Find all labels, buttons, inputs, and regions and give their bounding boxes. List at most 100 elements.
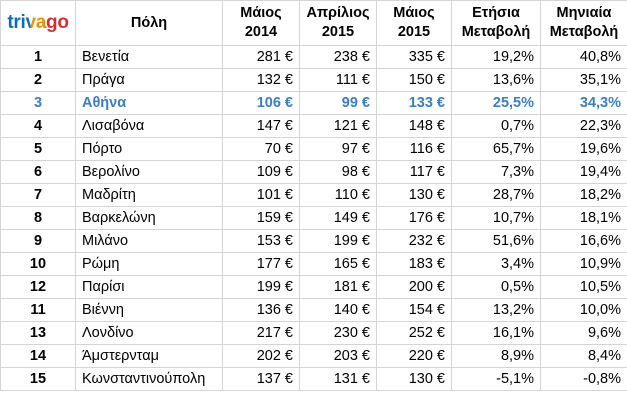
annual-change: 16,1%	[451, 321, 541, 345]
price-may-2015: 232 €	[376, 229, 452, 253]
price-may-2015: 252 €	[376, 321, 452, 345]
price-may-2014: 136 €	[222, 298, 300, 322]
rank: 1	[0, 45, 76, 69]
monthly-change: 19,6%	[540, 137, 627, 161]
rank: 9	[0, 229, 76, 253]
table-row: 10 Ρώμη 177 €165 €183 €3,4% 10,9%	[0, 252, 627, 276]
header-line: Μάιος	[393, 5, 435, 21]
annual-change: 7,3%	[451, 160, 541, 184]
monthly-change: 22,3%	[540, 114, 627, 138]
price-may-2015: 130 €	[376, 367, 452, 391]
price-may-2015: 335 €	[376, 45, 452, 69]
monthly-change: 9,6%	[540, 321, 627, 345]
header-line: 2015	[321, 24, 355, 40]
table-row: 6 Βερολίνο 109 €98 €117 €7,3% 19,4%	[0, 160, 627, 184]
price-may-2015: 133 €	[376, 91, 452, 115]
price-april-2015: 238 €	[299, 45, 377, 69]
city: Λισαβόνα	[75, 114, 223, 138]
price-april-2015: 131 €	[299, 367, 377, 391]
monthly-change: 40,8%	[540, 45, 627, 69]
price-may-2014: 132 €	[222, 68, 300, 92]
header-line: 2015	[397, 24, 431, 40]
header-line: Μηνιαία	[556, 5, 612, 21]
price-may-2014: 70 €	[222, 137, 300, 161]
header-line: Μεταβολή	[461, 24, 531, 40]
table-row: 3 Αθήνα 106 €99 €133 €25,5% 34,3%	[0, 91, 627, 115]
price-may-2014: 217 €	[222, 321, 300, 345]
rank: 11	[0, 298, 76, 322]
annual-change: 28,7%	[451, 183, 541, 207]
column-header: Απρίλιος 2015	[299, 0, 377, 46]
table-row: 14 Άμστερνταμ 202 €203 €220 €8,9% 8,4%	[0, 344, 627, 368]
header-line: Μάιος	[240, 5, 282, 21]
rank: 13	[0, 321, 76, 345]
table-row: 11 Βιέννη 136 €140 €154 €13,2% 10,0%	[0, 298, 627, 322]
price-may-2015: 116 €	[376, 137, 452, 161]
price-may-2014: 153 €	[222, 229, 300, 253]
price-april-2015: 121 €	[299, 114, 377, 138]
price-may-2015: 200 €	[376, 275, 452, 299]
city: Παρίσι	[75, 275, 223, 299]
price-may-2014: 137 €	[222, 367, 300, 391]
price-may-2014: 101 €	[222, 183, 300, 207]
city: Πράγα	[75, 68, 223, 92]
city: Κωνσταντινούπολη	[75, 367, 223, 391]
price-may-2014: 199 €	[222, 275, 300, 299]
annual-change: 0,5%	[451, 275, 541, 299]
monthly-change: 8,4%	[540, 344, 627, 368]
annual-change: 13,6%	[451, 68, 541, 92]
logo-cell: trivago	[0, 0, 76, 46]
price-april-2015: 110 €	[299, 183, 377, 207]
city: Μιλάνο	[75, 229, 223, 253]
price-may-2015: 130 €	[376, 183, 452, 207]
column-header: Μάιος 2015	[376, 0, 452, 46]
city: Βερολίνο	[75, 160, 223, 184]
column-header: Μηνιαία Μεταβολή	[540, 0, 627, 46]
price-may-2014: 147 €	[222, 114, 300, 138]
price-may-2014: 281 €	[222, 45, 300, 69]
city-header: Πόλη	[75, 0, 223, 46]
column-header: Μάιος 2014	[222, 0, 300, 46]
rank: 12	[0, 275, 76, 299]
monthly-change: 10,0%	[540, 298, 627, 322]
rank: 10	[0, 252, 76, 276]
city: Λονδίνο	[75, 321, 223, 345]
monthly-change: 35,1%	[540, 68, 627, 92]
monthly-change: -0,8%	[540, 367, 627, 391]
table-row: 7 Μαδρίτη 101 €110 €130 €28,7% 18,2%	[0, 183, 627, 207]
city: Βιέννη	[75, 298, 223, 322]
price-may-2014: 109 €	[222, 160, 300, 184]
annual-change: 10,7%	[451, 206, 541, 230]
monthly-change: 10,9%	[540, 252, 627, 276]
price-may-2014: 106 €	[222, 91, 300, 115]
price-april-2015: 140 €	[299, 298, 377, 322]
rank: 14	[0, 344, 76, 368]
rank: 5	[0, 137, 76, 161]
price-april-2015: 97 €	[299, 137, 377, 161]
price-may-2015: 176 €	[376, 206, 452, 230]
header-line: 2014	[244, 24, 278, 40]
annual-change: 51,6%	[451, 229, 541, 253]
rank: 15	[0, 367, 76, 391]
city: Μαδρίτη	[75, 183, 223, 207]
logo: trivago	[7, 11, 69, 33]
annual-change: 19,2%	[451, 45, 541, 69]
price-may-2015: 117 €	[376, 160, 452, 184]
price-may-2015: 220 €	[376, 344, 452, 368]
table-row: 9 Μιλάνο 153 €199 €232 €51,6% 16,6%	[0, 229, 627, 253]
rank: 7	[0, 183, 76, 207]
annual-change: 13,2%	[451, 298, 541, 322]
city: Βαρκελώνη	[75, 206, 223, 230]
table-row: 12 Παρίσι 199 €181 €200 €0,5% 10,5%	[0, 275, 627, 299]
annual-change: 8,9%	[451, 344, 541, 368]
city: Ρώμη	[75, 252, 223, 276]
table-row: 4 Λισαβόνα 147 €121 €148 €0,7% 22,3%	[0, 114, 627, 138]
monthly-change: 18,1%	[540, 206, 627, 230]
price-may-2014: 177 €	[222, 252, 300, 276]
rank: 4	[0, 114, 76, 138]
monthly-change: 16,6%	[540, 229, 627, 253]
header-row: trivago Πόλη Μάιος 2014 Απρίλιος 2015 Μάιος 2…	[0, 0, 627, 46]
table-row: 15 Κωνσταντινούπολη 137 €131 €130 € -5,1% -0…	[0, 367, 627, 391]
table-header: trivago Πόλη Μάιος 2014 Απρίλιος 2015 Μάιος 2…	[0, 0, 627, 46]
